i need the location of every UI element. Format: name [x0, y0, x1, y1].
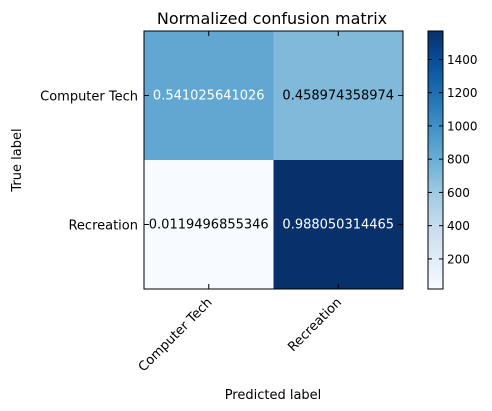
cell-value-label: 0.988050314465 — [282, 218, 394, 233]
colorbar-tick-label: 1000 — [447, 119, 478, 133]
x-tick-label: Computer Tech — [136, 295, 216, 375]
plot-frame — [143, 30, 404, 290]
colorbar-ticks: 200 400 600 800 1000 1200 1400 — [428, 53, 478, 266]
heatmap-cell — [273, 160, 403, 289]
y-axis-label: True label — [10, 128, 25, 192]
heatmap-cell — [144, 31, 274, 160]
colorbar-tick-label: 600 — [447, 186, 470, 200]
cell-value-label: 0.541025641026 — [153, 89, 265, 104]
colorbar-tick-label: 800 — [447, 153, 470, 167]
heatmap-cells — [144, 31, 403, 289]
y-tick-label: Computer Tech — [40, 90, 138, 105]
colorbar-tick-label: 200 — [447, 252, 470, 266]
colorbar-tick-label: 400 — [447, 219, 470, 233]
cell-labels: 0.541025641026 0.458974358974 0.0119496855… — [149, 89, 394, 233]
y-axis-ticks: Computer Tech Recreation — [40, 90, 403, 234]
x-tick-label: Recreation — [285, 295, 345, 355]
chart-title: Normalized confusion matrix — [157, 9, 387, 28]
cell-value-label: 0.0119496855346 — [149, 218, 269, 233]
x-axis-label: Predicted label — [225, 388, 322, 403]
heatmap-cell — [273, 31, 403, 160]
heatmap-cell — [144, 160, 274, 289]
cell-value-label: 0.458974358974 — [282, 89, 394, 104]
colorbar-tick-label: 1200 — [447, 86, 478, 100]
colorbar — [427, 30, 444, 290]
colorbar-tick-label: 1400 — [447, 53, 478, 67]
y-tick-label: Recreation — [68, 219, 138, 234]
